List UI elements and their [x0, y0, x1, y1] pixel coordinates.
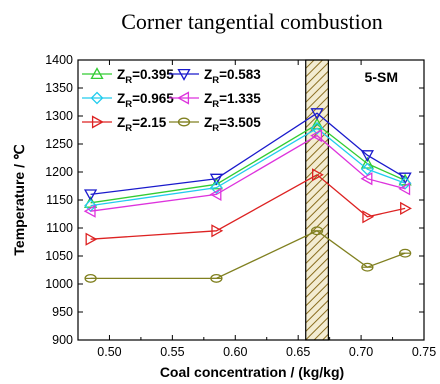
- x-tick-label: 0.70: [349, 345, 373, 359]
- data-point: [360, 172, 373, 186]
- data-point: [398, 172, 412, 185]
- y-tick-label: 1250: [45, 137, 73, 151]
- series-1: [83, 108, 412, 202]
- legend-item-4: ZR=2.15: [82, 115, 167, 134]
- data-point: [360, 162, 374, 176]
- data-point: [360, 150, 374, 163]
- x-tick-label: 0.65: [286, 345, 310, 359]
- series-line: [90, 123, 406, 204]
- data-point: [310, 108, 324, 121]
- legend-item-2: ZR=0.965: [82, 91, 174, 110]
- series-line: [90, 174, 406, 240]
- data-point: [83, 204, 96, 218]
- y-tick-label: 1150: [46, 193, 73, 207]
- data-point: [209, 173, 224, 186]
- y-tick-label: 1100: [46, 221, 73, 235]
- legend: ZR=0.395 ZR=0.583 ZR=0.965 ZR=1.335 ZR=2.15 Z…: [82, 67, 261, 134]
- x-tick-label: 0.75: [412, 345, 436, 359]
- legend-label: ZR=0.965: [117, 91, 174, 110]
- chart-title: Corner tangential combustion: [121, 9, 383, 34]
- series-line: [90, 127, 406, 207]
- data-point: [310, 128, 323, 143]
- y-tick-label: 1300: [45, 109, 73, 123]
- legend-swatch-marker: [91, 115, 104, 129]
- data-point: [211, 224, 224, 238]
- y-tick-label: 950: [52, 305, 73, 319]
- shaded-band: [305, 59, 329, 341]
- legend-label: ZR=0.395: [117, 67, 174, 86]
- y-tick-label: 900: [52, 333, 73, 347]
- legend-swatch-marker: [90, 91, 104, 105]
- data-point: [209, 181, 223, 195]
- x-tick-label: 0.55: [160, 345, 184, 359]
- annotation-5sm: 5-SM: [365, 69, 398, 85]
- data-point: [83, 189, 98, 202]
- legend-item-0: ZR=0.395: [82, 67, 174, 86]
- y-tick-label: 1200: [45, 165, 73, 179]
- data-point: [209, 177, 224, 190]
- legend-item-5: ZR=3.505: [169, 115, 261, 134]
- series-5: [84, 226, 412, 283]
- y-tick-label: 1050: [45, 249, 73, 263]
- series-line: [90, 134, 406, 212]
- series-0: [83, 117, 412, 208]
- legend-swatch-marker: [90, 67, 104, 80]
- data-point: [360, 156, 374, 169]
- data-point: [362, 210, 375, 224]
- legend-label: ZR=1.335: [204, 91, 261, 110]
- data-point: [85, 232, 98, 246]
- shaded-band-group: [305, 59, 329, 341]
- series-3: [83, 128, 411, 218]
- legend-label: ZR=2.15: [117, 115, 167, 134]
- data-point: [398, 182, 411, 196]
- x-tick-label: 0.60: [223, 345, 247, 359]
- y-axis-title: Temperature / ℃: [11, 144, 27, 255]
- series-group: [83, 108, 412, 283]
- legend-label: ZR=0.583: [204, 67, 261, 86]
- series-4: [85, 168, 412, 246]
- y-tick-label: 1000: [45, 277, 73, 291]
- y-tick-label: 1350: [45, 81, 73, 95]
- x-tick-label: 0.50: [97, 345, 121, 359]
- legend-swatch-marker: [177, 68, 191, 81]
- x-axis-title: Coal concentration / (kg/kg): [160, 364, 344, 380]
- plot-frame: [77, 59, 425, 341]
- data-point: [312, 168, 324, 182]
- data-point: [400, 201, 412, 216]
- legend-label: ZR=3.505: [204, 115, 261, 134]
- series-line: [90, 112, 406, 196]
- series-line: [90, 230, 406, 280]
- data-point: [209, 187, 222, 202]
- data-point: [310, 121, 324, 135]
- legend-item-1: ZR=0.583: [169, 67, 261, 86]
- legend-item-3: ZR=1.335: [169, 91, 261, 110]
- tick-labels-group: 0.50 0.55 0.60 0.65 0.70 0.75 900 950 1000 1050 11…: [45, 53, 436, 359]
- legend-swatch-marker: [177, 91, 190, 105]
- y-tick-label: 1400: [45, 53, 73, 67]
